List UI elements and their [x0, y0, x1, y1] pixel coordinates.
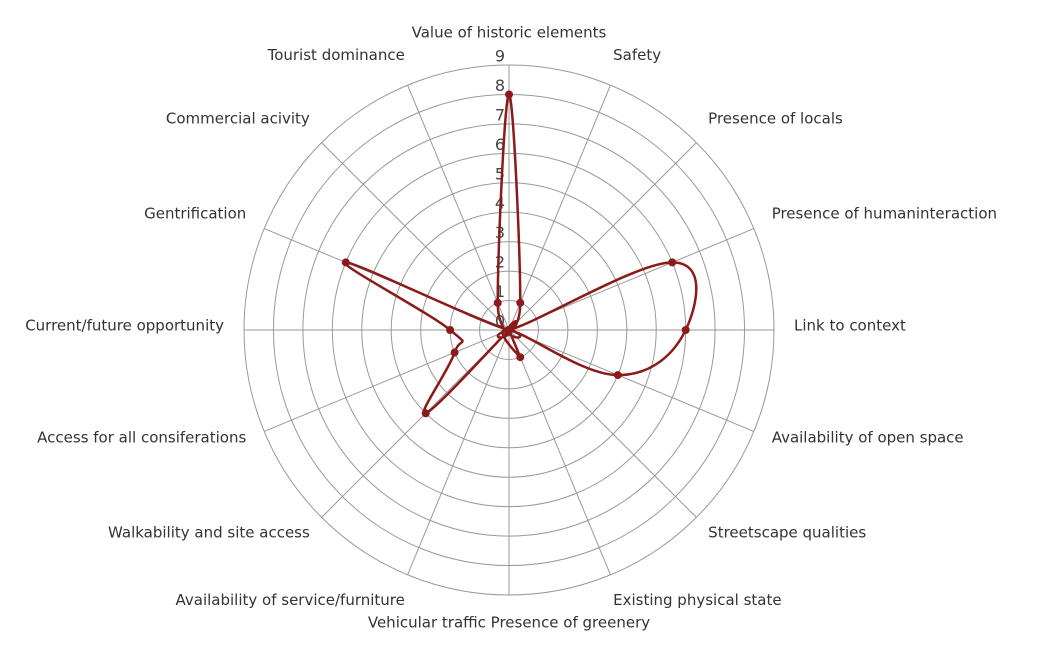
- y-tick-label: 8: [495, 76, 505, 95]
- data-point: [421, 409, 430, 418]
- data-point: [505, 326, 513, 334]
- y-tick-label: 1: [495, 282, 505, 301]
- data-point: [613, 371, 622, 380]
- spoke: [508, 84, 611, 331]
- data-point: [516, 298, 525, 307]
- data-point: [681, 326, 690, 334]
- category-label: Availability of service/furniture: [176, 591, 405, 609]
- spoke: [508, 329, 755, 432]
- y-tick-label: 5: [495, 164, 505, 183]
- y-tick-label: 7: [495, 105, 505, 124]
- data-point: [516, 353, 525, 362]
- category-label: Walkability and site access: [108, 524, 310, 542]
- data-point: [446, 326, 455, 334]
- category-label: Value of historic elements: [412, 24, 607, 42]
- category-label: Presence of locals: [708, 109, 843, 127]
- category-label: Existing physical state: [613, 591, 781, 609]
- data-point: [493, 298, 502, 307]
- data-point: [505, 90, 513, 99]
- y-tick-label: 6: [495, 135, 505, 154]
- series-line: [343, 93, 698, 415]
- category-label: Streetscape qualities: [708, 524, 866, 542]
- category-label: Presence of humaninteraction: [772, 204, 997, 222]
- spoke: [407, 84, 510, 331]
- category-label: Commercial acivity: [166, 109, 310, 127]
- category-label: Current/future opportunity: [25, 317, 224, 335]
- category-label: Safety: [613, 46, 661, 64]
- category-label: Tourist dominance: [267, 46, 405, 64]
- category-label: Vehicular traffic Presence of greenery: [368, 614, 650, 632]
- spoke: [508, 329, 697, 518]
- spoke: [263, 329, 510, 432]
- data-point: [341, 258, 350, 267]
- y-tick-label: 9: [495, 47, 505, 66]
- category-label: Availability of open space: [772, 429, 964, 447]
- category-label: Link to context: [794, 317, 906, 335]
- spoke: [407, 329, 510, 576]
- data-point: [450, 348, 459, 357]
- category-label: Gentrification: [144, 204, 246, 222]
- data-point: [668, 258, 677, 267]
- y-tick-label: 2: [495, 253, 505, 272]
- spoke: [508, 329, 611, 576]
- spoke: [321, 142, 510, 331]
- spoke: [508, 142, 697, 331]
- category-label: Access for all consiferations: [37, 429, 246, 447]
